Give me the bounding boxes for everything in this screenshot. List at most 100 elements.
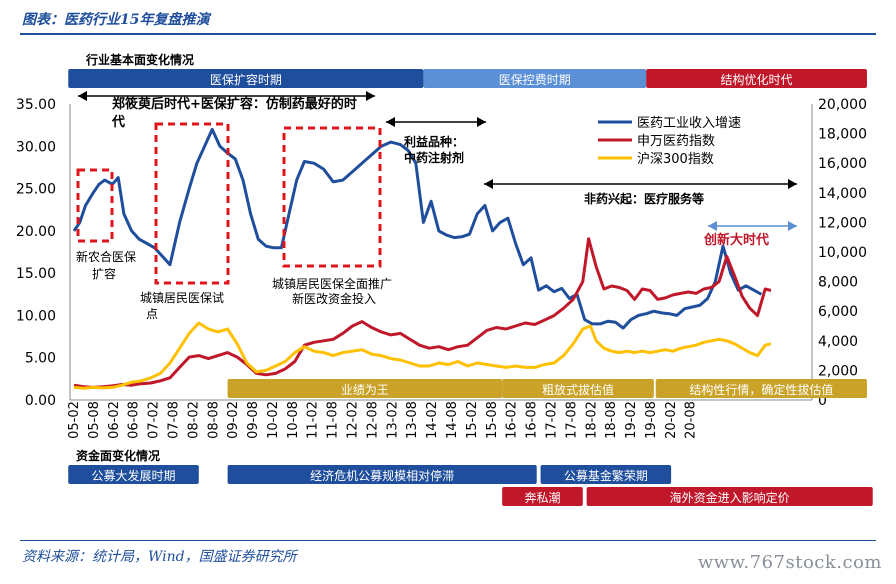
period-band-capital [586,487,873,506]
y-tick-label-left: 5.00 [25,351,56,367]
annotation-text: 利益品种： [404,134,464,149]
x-tick-label: 19-08 [644,401,659,439]
x-tick-label: 06-02 [107,401,122,439]
period-band-top-label: 医保扩容时期 [210,72,282,87]
x-tick-label: 07-02 [147,401,162,439]
y-tick-label-left: 0.00 [25,393,56,409]
x-tick-label: 08-02 [186,401,201,439]
period-band-valuation-label: 业绩为王 [341,383,389,397]
figure-title: 图表：医药行业15年复盘推演 [22,12,210,28]
x-tick-label: 07-08 [166,401,181,439]
x-tick-label: 14-08 [445,401,460,439]
period-band-capital [540,465,672,484]
x-tick-label: 17-08 [564,401,579,439]
y-tick-label-left: 35.00 [16,97,56,113]
legend-label: 沪深300指数 [637,151,714,167]
x-tick-label: 13-02 [385,401,400,439]
period-band-capital [227,465,537,484]
x-tick-label: 06-08 [127,401,142,439]
period-band-valuation [502,379,654,398]
x-tick-label: 10-08 [286,401,301,439]
period-arrow-head-right [788,179,797,189]
x-tick-label: 12-02 [346,401,361,439]
period-band-top [68,69,424,88]
y-tick-label-left: 10.00 [16,308,56,324]
annotation-text: 代 [111,114,125,130]
annotation-text: 扩容 [92,266,116,281]
y-tick-label-right: 14,000 [818,186,867,202]
y-tick-label-left: 30.00 [16,139,56,155]
y-tick-label-right: 16,000 [818,156,867,172]
x-tick-label: 08-08 [206,401,221,439]
annotation-text: 新医改资金投入 [292,291,376,306]
period-band-capital [68,465,199,484]
annotation-text: 新农合医保 [76,249,136,264]
legend-label: 医药工业收入增速 [637,116,741,131]
period-band-capital-label: 公募大发展时期 [92,468,176,483]
x-tick-label: 17-02 [544,401,559,439]
period-band-top-label: 结构优化时代 [721,72,793,87]
period-arrow-head-right [366,91,375,101]
y-tick-label-right: 10,000 [818,245,867,261]
y-tick-label-right: 4,000 [818,334,858,350]
x-tick-label: 15-02 [465,401,480,439]
x-tick-label: 18-02 [584,401,599,439]
x-tick-label: 13-08 [405,401,420,439]
x-tick-label: 05-08 [87,401,102,439]
period-arrow-head-right [788,221,797,231]
annotation-text: 城镇居民医保试 [140,290,224,305]
x-tick-label: 12-08 [365,401,380,439]
period-band-top-label: 医保控费时期 [499,73,571,87]
x-tick-label: 15-08 [485,401,500,439]
legend-label: 申万医药指数 [637,134,715,149]
annotation-text: 郑筱萸后时代+医保扩容：仿制药最好的时 [112,96,357,112]
annotation-text: 城镇居民医保全面推广 [272,276,392,291]
y-tick-label-right: 2,000 [818,363,858,379]
period-band-top [423,69,647,88]
x-tick-label: 16-08 [525,401,540,439]
series-line-2 [73,321,772,390]
x-tick-label: 09-08 [246,401,261,439]
x-tick-label: 16-02 [505,401,520,439]
x-tick-label: 18-08 [604,401,619,439]
x-tick-label: 14-02 [425,401,440,439]
period-arrow-head-left [708,221,717,231]
y-tick-label-right: 18,000 [818,127,867,143]
x-tick-label: 11-02 [306,401,321,439]
highlight-box [282,126,382,268]
series-line-0 [72,127,763,330]
x-tick-label: 11-08 [326,401,341,439]
y-tick-label-right: 6,000 [818,304,858,320]
period-arrow-head-right [477,117,486,127]
x-tick-label: 10-02 [266,401,281,439]
section-label-capital: 资金面变化情况 [76,448,160,463]
annotation-text: 非药兴起：医疗服务等 [584,191,704,206]
period-band-capital [502,487,583,506]
period-band-capital-label: 奔私潮 [524,490,560,505]
annotation-text: 创新大时代 [703,232,769,248]
period-arrow-head-left [484,179,493,189]
annotation-text: 点 [146,307,158,321]
y-tick-label-right: 12,000 [818,215,867,231]
period-band-capital-label: 海外资金进入影响定价 [670,490,790,505]
period-band-valuation [227,379,503,398]
header-divider [20,33,876,35]
period-band-capital-label: 经济危机公募规模相对停滞 [310,468,454,483]
period-band-valuation [655,379,867,398]
series-line-1 [73,237,772,389]
section-label-industry: 行业基本面变化情况 [85,52,194,67]
x-tick-label: 20-02 [664,401,679,439]
period-band-top [646,69,867,88]
period-band-valuation-label: 结构性行情，确定性拔估值 [689,382,833,397]
period-band-valuation-label: 粗放式拔估值 [542,382,614,397]
period-band-capital-label: 公募基金繁荣期 [564,468,648,483]
x-tick-label: 09-02 [226,401,241,439]
y-tick-label-left: 25.00 [16,182,56,198]
y-tick-label-right: 20,000 [818,97,867,113]
y-tick-label-left: 20.00 [16,224,56,240]
x-tick-label: 05-02 [67,401,82,439]
period-arrow-head-left [78,91,87,101]
watermark: www.767stock.com [697,552,882,573]
x-tick-label: 19-02 [624,401,639,439]
